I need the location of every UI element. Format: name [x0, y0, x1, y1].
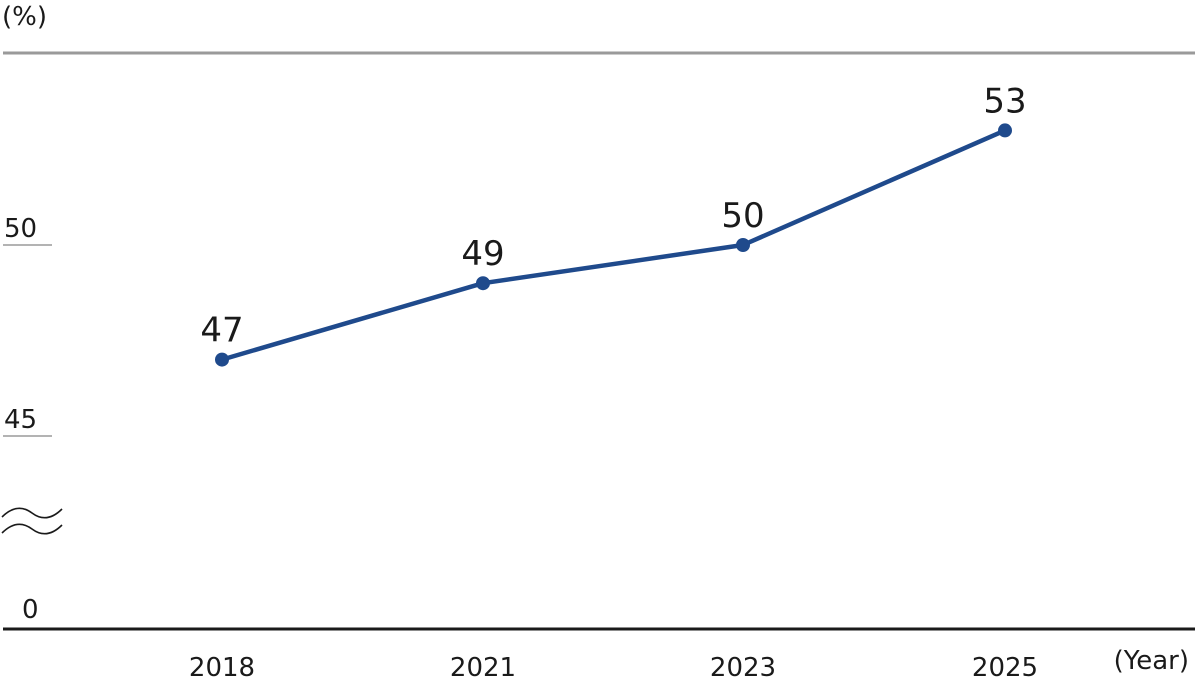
data-point — [736, 238, 750, 252]
series-line — [221, 128, 1006, 362]
x-tick-label: 2025 — [972, 653, 1038, 683]
x-tick-label: 2023 — [710, 653, 776, 683]
x-axis-unit-label: (Year) — [1113, 646, 1189, 676]
y-tick-label: 45 — [4, 405, 37, 435]
data-label: 49 — [461, 234, 504, 274]
data-point — [215, 352, 229, 367]
y-tick-label: 0 — [22, 595, 39, 625]
x-tick-label: 2018 — [189, 653, 255, 683]
data-label: 47 — [200, 311, 243, 351]
y-axis-unit-label: (%) — [2, 2, 47, 32]
data-point — [476, 276, 490, 291]
data-label: 53 — [983, 81, 1026, 121]
data-point — [998, 123, 1012, 138]
data-label: 50 — [721, 196, 764, 236]
axis-break-icon — [1, 507, 63, 535]
x-tick-label: 2021 — [450, 653, 516, 683]
y-tick-label: 50 — [4, 214, 37, 244]
